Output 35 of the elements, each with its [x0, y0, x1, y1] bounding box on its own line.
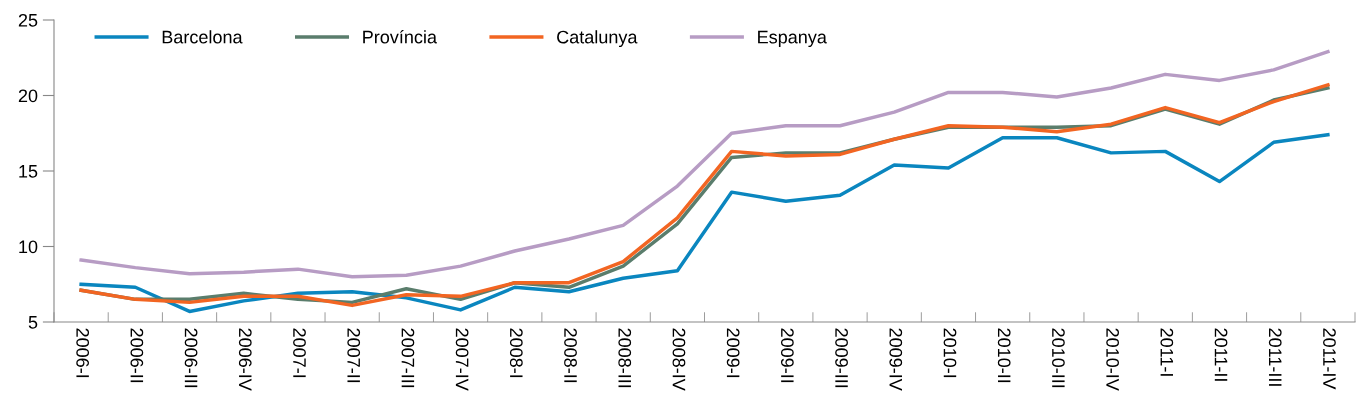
x-tick-label: 2011-IV — [1323, 328, 1336, 390]
x-tick-label: 2006-III — [184, 328, 198, 388]
legend-label: Espanya — [758, 30, 827, 48]
x-tick-label: 2011-III — [1268, 328, 1282, 386]
x-tick-label: 2009-IV — [889, 328, 903, 391]
y-tick-label: 25 — [18, 13, 38, 27]
x-tick-label: 2010-III — [1052, 328, 1065, 388]
x-tick-label: 2009-III — [835, 328, 848, 388]
line-series — [79, 133, 1330, 314]
y-tick-label: 15 — [19, 165, 38, 178]
x-tick-label: 2007-II — [347, 328, 361, 383]
x-tick-label: 2007-I — [293, 328, 306, 378]
x-tick-label: 2010-II — [997, 328, 1011, 383]
y-tick-label: 10 — [19, 240, 38, 254]
legend-label: Catalunya — [557, 30, 638, 48]
x-tick-label: 2011-I — [1160, 328, 1174, 376]
x-tick-label: 2006-IV — [238, 328, 252, 391]
x-tick-label: 2007-IV — [455, 328, 469, 391]
x-tick-label: 2008-IV — [672, 328, 686, 391]
y-tick-label: 20 — [18, 89, 38, 103]
x-tick-label: 2008-II — [564, 328, 577, 383]
x-tick-label: 2009-II — [780, 328, 794, 383]
x-tick-label: 2010-I — [943, 328, 957, 378]
x-tick-label: 2007-III — [401, 328, 415, 388]
x-tick-label: 2006-II — [130, 328, 144, 383]
legend-label: Barcelona — [162, 30, 243, 44]
legend-label: Província — [363, 30, 437, 44]
x-tick-label: 2006-I — [76, 328, 90, 378]
x-tick-label: 2011-II — [1214, 328, 1228, 381]
x-tick-label: 2010-IV — [1106, 328, 1119, 391]
x-tick-label: 2008-I — [509, 328, 523, 378]
line-series — [79, 49, 1330, 279]
y-tick-label: 5 — [28, 316, 38, 329]
x-tick-label: 2008-III — [618, 328, 632, 388]
x-tick-label: 2009-I — [726, 328, 740, 378]
